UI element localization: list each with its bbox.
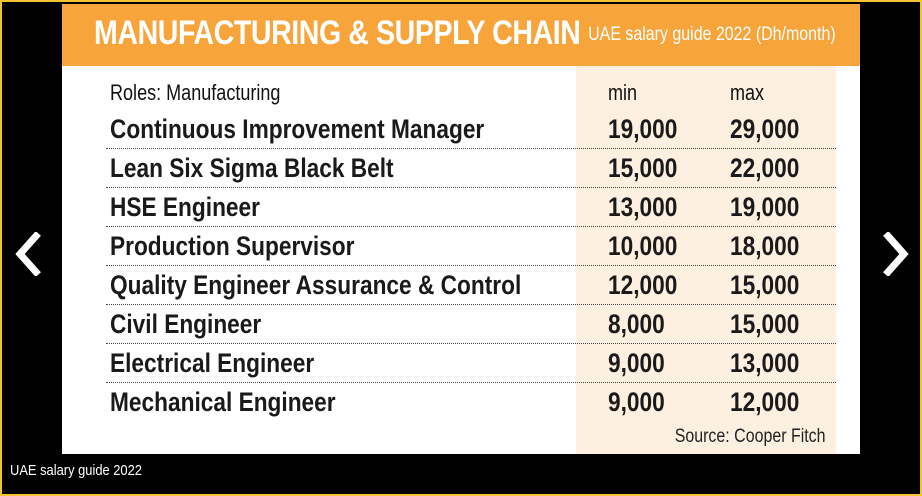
table-row: Quality Engineer Assurance & Control 12,0… [106,266,836,305]
min-salary-cell: 10,000 [608,231,678,261]
min-salary-cell: 15,000 [608,153,678,183]
role-cell: Quality Engineer Assurance & Control [110,270,522,300]
max-salary-cell: 29,000 [730,114,800,144]
header-role: Roles: Manufacturing [110,80,281,105]
table-row: Civil Engineer 8,000 15,000 [106,305,836,344]
chevron-right-icon [883,232,909,276]
min-salary-cell: 9,000 [608,387,665,417]
table-row: Continuous Improvement Manager 19,000 29,0… [106,110,836,149]
role-cell: Continuous Improvement Manager [110,114,485,144]
max-salary-cell: 22,000 [730,153,800,183]
card-title: MANUFACTURING & SUPPLY CHAIN [94,14,581,52]
source-note: Source: Cooper Fitch [675,426,826,447]
table-row: Production Supervisor 10,000 18,000 [106,227,836,266]
min-salary-cell: 19,000 [608,114,678,144]
table-row: Mechanical Engineer 9,000 12,000 [106,383,836,421]
gallery-caption: UAE salary guide 2022 [10,462,142,479]
min-salary-cell: 8,000 [608,309,665,339]
table-row: Lean Six Sigma Black Belt 15,000 22,000 [106,149,836,188]
max-salary-cell: 15,000 [730,270,800,300]
role-cell: Civil Engineer [110,309,262,339]
previous-slide-button[interactable] [8,226,48,282]
role-cell: Electrical Engineer [110,348,315,378]
salary-table: Roles: Manufacturing min max Continuous … [106,74,836,421]
min-salary-cell: 13,000 [608,192,678,222]
max-salary-cell: 19,000 [730,192,800,222]
header-min: min [608,80,638,105]
max-salary-cell: 13,000 [730,348,800,378]
salary-guide-image: MANUFACTURING & SUPPLY CHAIN UAE salary … [62,4,860,454]
title-banner: MANUFACTURING & SUPPLY CHAIN UAE salary … [62,4,860,66]
next-slide-button[interactable] [876,226,916,282]
table-row: Electrical Engineer 9,000 13,000 [106,344,836,383]
salary-columns-shade [576,66,836,454]
chevron-left-icon [15,232,41,276]
role-cell: Lean Six Sigma Black Belt [110,153,394,183]
role-cell: Production Supervisor [110,231,355,261]
card-subtitle: UAE salary guide 2022 (Dh/month) [588,24,836,45]
max-salary-cell: 15,000 [730,309,800,339]
role-cell: Mechanical Engineer [110,387,336,417]
table-header: Roles: Manufacturing min max [106,74,836,110]
table-row: HSE Engineer 13,000 19,000 [106,188,836,227]
max-salary-cell: 12,000 [730,387,800,417]
min-salary-cell: 9,000 [608,348,665,378]
header-max: max [730,80,765,105]
max-salary-cell: 18,000 [730,231,800,261]
role-cell: HSE Engineer [110,192,260,222]
min-salary-cell: 12,000 [608,270,678,300]
